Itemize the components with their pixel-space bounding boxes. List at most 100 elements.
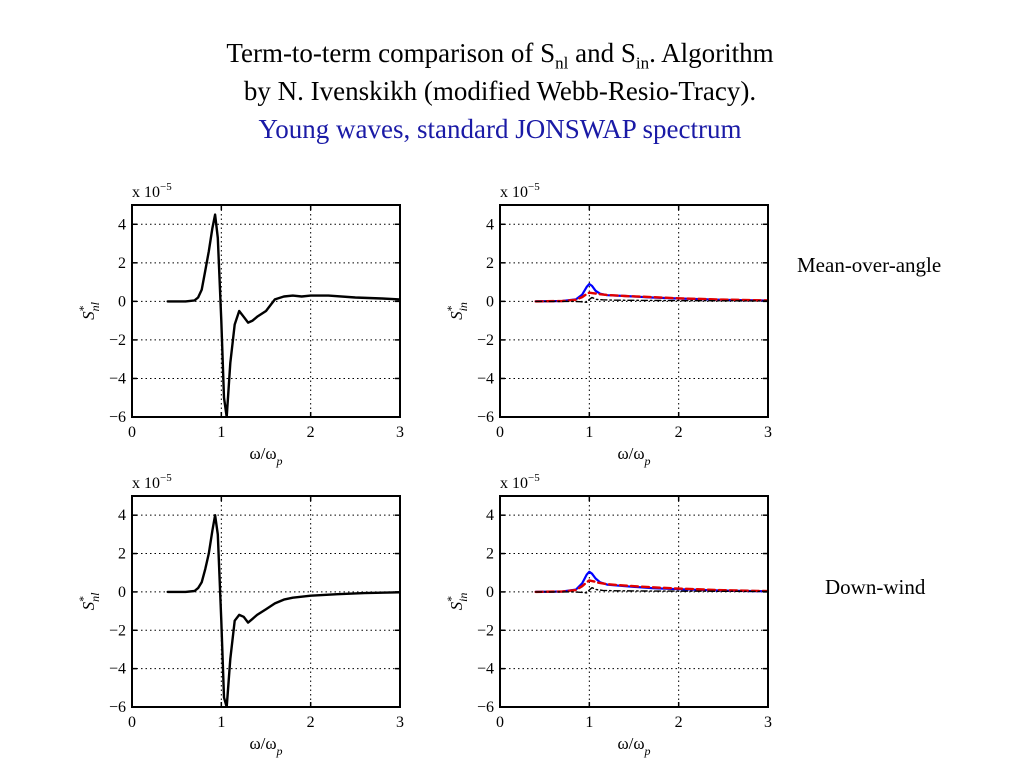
x-tick-label: 0	[496, 424, 504, 441]
title-subscript-in: in	[635, 53, 650, 73]
scale-factor-exponent: −5	[160, 472, 172, 484]
y-axis-label-subscript: in	[456, 302, 470, 311]
series-line-1	[534, 579, 768, 594]
y-axis-label-text: S	[79, 601, 98, 610]
axes-frame	[499, 204, 769, 418]
y-axis-label-text: S	[79, 311, 98, 320]
x-tick-label: 2	[307, 714, 315, 731]
x-tick-label: 0	[128, 424, 136, 441]
x-axis-label: ω/ωp	[617, 444, 650, 468]
y-axis-label: S*in	[444, 302, 470, 320]
x-axis-label-subscript: p	[644, 744, 651, 758]
y-tick-label: −2	[109, 332, 126, 349]
y-tick-label: 4	[118, 507, 126, 524]
x-tick-label: 0	[496, 714, 504, 731]
y-tick-label: 4	[486, 507, 494, 524]
y-axis-label-text: S	[447, 601, 466, 610]
x-tick-label: 0	[128, 714, 136, 731]
y-tick-label: −6	[109, 699, 126, 716]
chart-panel-snl-down: 0 1 2 3 −6 −4 −2 0 2 4 x 10−5 ω/ωp S*nl	[76, 472, 404, 758]
y-axis-label-subscript: in	[456, 593, 470, 602]
x-tick-label: 3	[764, 424, 772, 441]
axes-frame	[499, 495, 769, 708]
y-axis-label: S*nl	[76, 592, 102, 611]
y-tick-label: 2	[118, 255, 126, 272]
x-tick-label: 1	[217, 714, 225, 731]
x-tick-label: 3	[396, 714, 404, 731]
y-tick-label: −6	[477, 409, 494, 426]
y-tick-label: −4	[477, 370, 494, 387]
y-tick-label: 2	[486, 546, 494, 563]
y-tick-label: −4	[109, 661, 126, 678]
scale-factor-label: x 10−5	[500, 472, 540, 492]
scale-factor-base: x 10	[500, 184, 528, 201]
y-tick-label: 4	[486, 216, 494, 233]
series-line-2	[535, 296, 768, 303]
y-axis-label-superscript: *	[76, 596, 90, 602]
y-axis-label-superscript: *	[444, 596, 458, 602]
y-tick-label: 4	[118, 216, 126, 233]
scale-factor-base: x 10	[132, 184, 160, 201]
y-tick-label: −6	[109, 409, 126, 426]
y-tick-label: −4	[109, 370, 126, 387]
title-text-suffix: . Algorithm	[649, 38, 774, 68]
y-axis-label-subscript: nl	[88, 301, 102, 311]
y-tick-label: 2	[118, 546, 126, 563]
y-tick-label: −2	[477, 622, 494, 639]
x-tick-label: 2	[675, 714, 683, 731]
x-axis-label-text: ω/ω	[617, 734, 644, 753]
y-axis-label-superscript: *	[76, 305, 90, 311]
y-axis-label-superscript: *	[444, 305, 458, 311]
x-tick-label: 2	[675, 424, 683, 441]
series-line-0	[166, 514, 400, 707]
scale-factor-exponent: −5	[160, 181, 172, 193]
series-line-0	[166, 213, 400, 417]
x-axis-label-text: ω/ω	[249, 734, 276, 753]
x-axis-label: ω/ωp	[249, 734, 282, 758]
y-tick-label: −6	[477, 699, 494, 716]
series-line-1	[534, 291, 768, 303]
scale-factor-exponent: −5	[528, 472, 540, 484]
y-tick-label: −2	[109, 622, 126, 639]
title-line-3: Young waves, standard JONSWAP spectrum	[258, 114, 742, 144]
y-tick-label: 0	[486, 584, 494, 601]
x-axis-label-text: ω/ω	[617, 444, 644, 463]
y-axis-label: S*nl	[76, 301, 102, 320]
x-tick-label: 1	[585, 424, 593, 441]
x-tick-label: 3	[396, 424, 404, 441]
x-axis-label: ω/ωp	[249, 444, 282, 468]
x-axis-label-subscript: p	[644, 454, 651, 468]
y-tick-label: −2	[477, 332, 494, 349]
chart-panel-snl-mean: 0 1 2 3 −6 −4 −2 0 2 4 x 10−5 ω/ωp S*nl	[76, 181, 404, 468]
x-tick-label: 3	[764, 714, 772, 731]
x-tick-label: 2	[307, 424, 315, 441]
title-line-2: by N. Ivenskikh (modified Webb-Resio-Tra…	[243, 76, 757, 106]
y-tick-label: 0	[118, 293, 126, 310]
scale-factor-exponent: −5	[528, 181, 540, 193]
x-axis-label-text: ω/ω	[249, 444, 276, 463]
x-axis-label-subscript: p	[276, 454, 283, 468]
title-line-1: Term-to-term comparison of Snl and Sin. …	[0, 34, 1000, 72]
title-text-prefix: Term-to-term comparison of S	[226, 38, 556, 68]
y-tick-label: 0	[486, 293, 494, 310]
x-tick-label: 1	[585, 714, 593, 731]
scale-factor-label: x 10−5	[132, 472, 172, 492]
y-axis-label-subscript: nl	[88, 592, 102, 602]
series-line-0	[534, 570, 768, 594]
x-tick-label: 1	[217, 424, 225, 441]
axes-frame	[131, 495, 401, 708]
y-axis-label: S*in	[444, 593, 470, 611]
y-axis-label-text: S	[447, 311, 466, 320]
y-tick-label: 2	[486, 255, 494, 272]
row-label-mean-over-angle: Mean-over-angle	[797, 253, 942, 277]
scale-factor-label: x 10−5	[132, 181, 172, 201]
row-label-down-wind: Down-wind	[825, 575, 926, 599]
axes-frame	[131, 204, 401, 418]
title-text-mid: and S	[568, 38, 636, 68]
chart-panel-sin-down: 0 1 2 3 −6 −4 −2 0 2 4 x 10−5 ω/ωp S*in	[444, 472, 772, 758]
figure-title: Term-to-term comparison of Snl and Sin. …	[0, 34, 1000, 148]
chart-panel-sin-mean: 0 1 2 3 −6 −4 −2 0 2 4 x 10−5 ω/ωp S*in	[444, 181, 772, 468]
y-tick-label: −4	[477, 661, 494, 678]
series-line-2	[535, 587, 768, 594]
